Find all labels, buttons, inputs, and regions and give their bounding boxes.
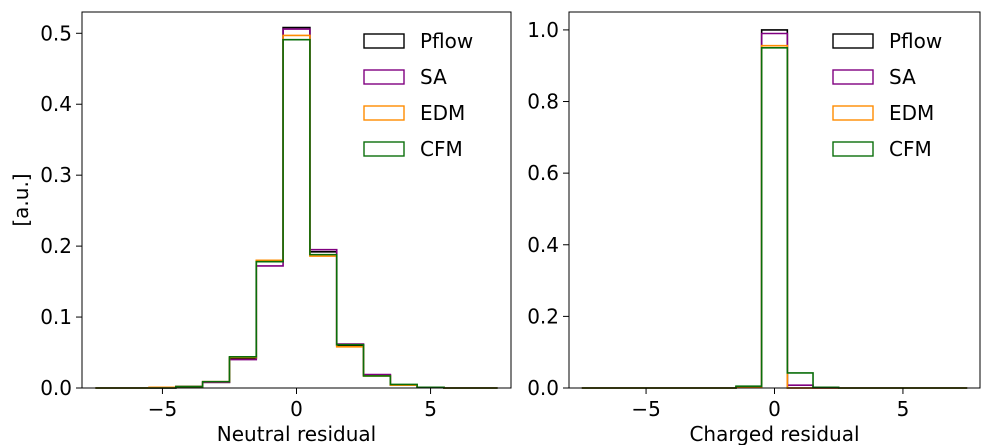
x-tick-label: 0: [768, 397, 781, 421]
neutral-residual-panel: −5 0 5 0.0 0.1 0.2 0.3 0.4 0.5 Neutral residual [a…: [9, 11, 512, 445]
y-tick-label: 0.2: [40, 234, 72, 258]
legend-swatch-sa: [832, 69, 874, 85]
legend-swatch-edm: [832, 105, 874, 121]
y-tick-label: 0.8: [527, 90, 559, 114]
legend-label-edm: EDM: [420, 101, 465, 125]
y-tick-label: 0.1: [40, 305, 72, 329]
x-tick-label: −5: [148, 397, 177, 421]
series-cfm-step: [95, 38, 498, 389]
legend-swatch-cfm: [363, 141, 405, 157]
y-tick-label: 0.0: [40, 376, 72, 400]
y-tick-label: 1.0: [527, 18, 559, 42]
x-axis-label: Charged residual: [689, 422, 859, 445]
series-cfm-step: [581, 47, 968, 389]
legend-swatch-edm: [363, 105, 405, 121]
axes-frame: [568, 11, 981, 389]
y-tick-label: 0.6: [527, 161, 559, 185]
x-tick-label: 5: [424, 397, 437, 421]
legend-swatch-pflow: [363, 33, 405, 49]
series-edm-step: [581, 44, 968, 389]
legend-swatch-sa: [363, 69, 405, 85]
legend-swatch-pflow: [832, 33, 874, 49]
legend-label-pflow: Pflow: [889, 29, 942, 53]
x-tick-label: 5: [897, 397, 910, 421]
legend-label-cfm: CFM: [420, 137, 463, 161]
x-axis-label: Neutral residual: [217, 422, 376, 445]
y-tick-label: 0.4: [527, 233, 559, 257]
charged-residual-panel: −5 0 5 0.0 0.2 0.4 0.6 0.8 1.0 Charged residual Pf…: [527, 11, 981, 445]
y-tick-label: 0.2: [527, 304, 559, 328]
legend-label-sa: SA: [889, 65, 916, 89]
legend-label-edm: EDM: [889, 101, 934, 125]
legend-label-cfm: CFM: [889, 137, 932, 161]
legend-label-pflow: Pflow: [420, 29, 473, 53]
x-tick-label: −5: [631, 397, 660, 421]
legend-label-sa: SA: [420, 65, 447, 89]
y-axis-label: [a.u.]: [9, 173, 33, 226]
y-tick-label: 0.5: [40, 21, 72, 45]
legend-swatch-cfm: [832, 141, 874, 157]
y-tick-label: 0.4: [40, 92, 72, 116]
x-tick-label: 0: [290, 397, 303, 421]
y-tick-label: 0.3: [40, 163, 72, 187]
y-tick-label: 0.0: [527, 376, 559, 400]
